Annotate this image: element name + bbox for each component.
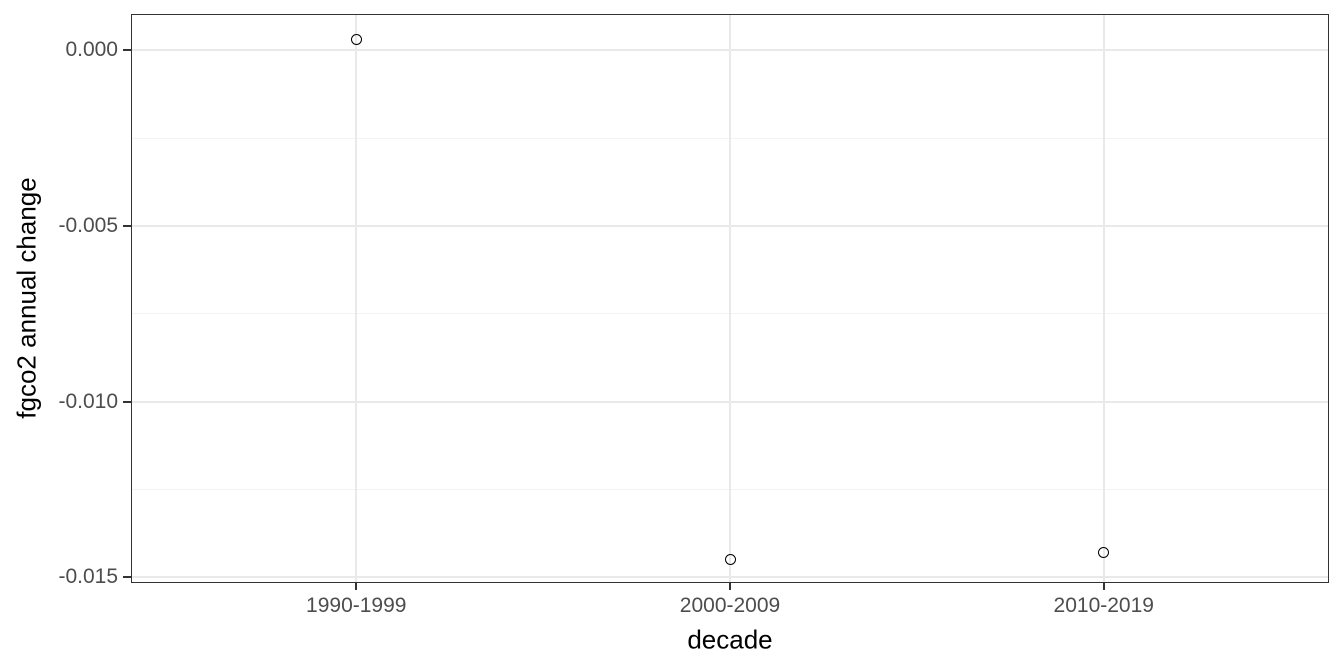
x-gridline (1102, 15, 1105, 582)
y-tick-mark (123, 400, 131, 403)
y-tick-mark (123, 576, 131, 579)
y-tick-label: -0.010 (58, 389, 118, 413)
y-axis-title: fgco2 annual change (11, 177, 42, 419)
data-point (724, 554, 736, 566)
y-tick-label: 0.000 (65, 38, 118, 62)
x-tick-mark (729, 582, 731, 590)
y-tick-mark (123, 225, 131, 227)
x-tick-label: 1990-1999 (306, 594, 407, 617)
x-gridline (729, 15, 731, 582)
y-tick-label: -0.015 (58, 565, 118, 589)
x-gridline (355, 15, 358, 582)
data-point (350, 34, 362, 46)
y-tick-mark (123, 49, 131, 52)
x-tick-mark (1102, 582, 1105, 590)
x-tick-label: 2000-2009 (679, 594, 781, 617)
x-tick-mark (355, 582, 358, 590)
x-axis-title: decade (687, 624, 773, 655)
x-tick-label: 2010-2019 (1053, 594, 1154, 617)
data-point (1098, 547, 1110, 558)
y-tick-label: -0.005 (58, 214, 118, 237)
